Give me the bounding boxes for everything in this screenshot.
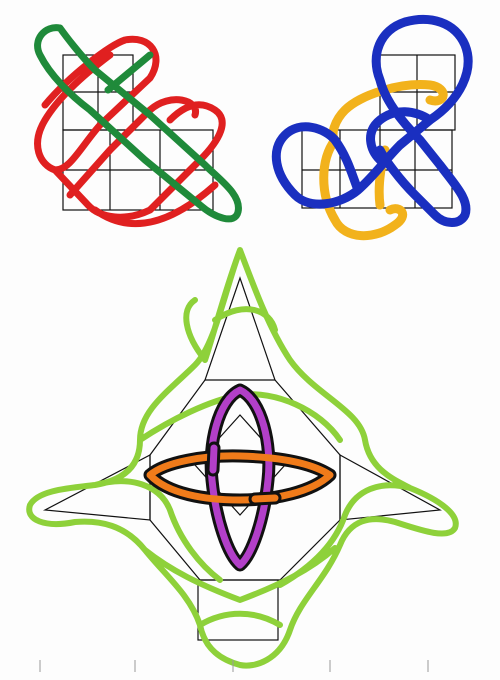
- yellow-strand: [319, 80, 448, 241]
- bottom-knot: [26, 247, 459, 669]
- blue-strand: [271, 14, 473, 227]
- paper-edge-ticks: [39, 660, 429, 672]
- red-strand: [34, 35, 226, 228]
- purple-crossing-segment-fill: [209, 444, 218, 474]
- green-strand: [34, 24, 242, 223]
- orange-crossing-segment-fill: [251, 494, 279, 503]
- orange-strand: [146, 452, 334, 504]
- top-left-knot: [34, 24, 242, 228]
- top-right-knot: [271, 14, 473, 241]
